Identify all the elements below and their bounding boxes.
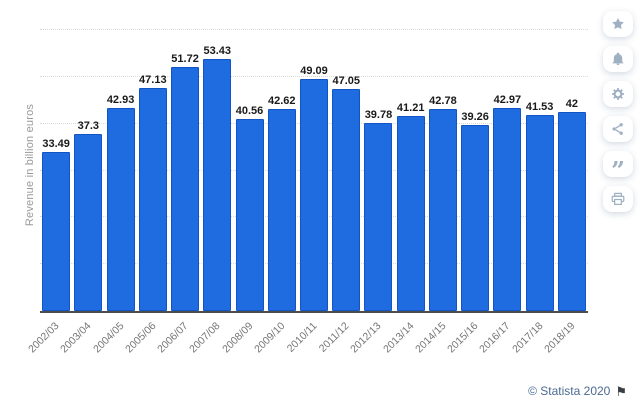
bar-2015/16[interactable]	[461, 125, 490, 311]
bar-value-label: 39.26	[461, 111, 489, 124]
bar-slot: 42.93	[104, 30, 136, 311]
bar-2018/19[interactable]	[557, 112, 586, 311]
print-button[interactable]	[603, 186, 633, 212]
bar-slot: 47.05	[330, 30, 362, 311]
plot-area: 33.49 37.3 42.93 47.13 51.72 53.43 40.56 42.62 4…	[40, 29, 588, 311]
cite-button[interactable]: ”	[603, 151, 633, 183]
bar-2004/05[interactable]	[106, 107, 135, 311]
bar-2006/07[interactable]	[171, 66, 200, 311]
bar-slot: 39.78	[362, 30, 394, 311]
statista-credit-link[interactable]: © Statista 2020	[528, 384, 611, 398]
bar-slot: 40.56	[233, 30, 265, 311]
bar-value-label: 51.72	[171, 52, 199, 65]
y-axis-title: Revenue in billion euros	[24, 103, 36, 227]
bar-value-label: 39.78	[364, 108, 393, 121]
notifications-button[interactable]	[603, 46, 633, 72]
gridline-50	[40, 75, 588, 77]
bar-slot: 42.78	[427, 30, 459, 311]
bar-2016/17[interactable]	[493, 107, 522, 311]
bar-slot: 33.49	[40, 30, 72, 311]
bar-2013/14[interactable]	[396, 116, 425, 311]
bar-2012/13[interactable]	[364, 122, 393, 311]
favorite-button[interactable]	[603, 11, 633, 37]
settings-button[interactable]	[603, 81, 633, 107]
bar-slot: 42	[556, 30, 588, 311]
bar-slot: 37.3	[72, 30, 104, 311]
bar-2007/08[interactable]	[203, 58, 232, 311]
bar-2010/11[interactable]	[299, 79, 328, 311]
bar-value-label: 42.78	[429, 94, 457, 107]
bar-2017/18[interactable]	[525, 114, 554, 311]
gear-icon	[611, 87, 625, 101]
bar-value-label: 47.05	[332, 74, 360, 87]
star-icon	[611, 17, 625, 31]
bar-2008/09[interactable]	[235, 119, 264, 311]
bar-2003/04[interactable]	[74, 134, 103, 311]
flag-icon[interactable]: ⚑	[615, 383, 627, 399]
bar-slot: 53.43	[201, 30, 233, 311]
bar-slot: 49.09	[298, 30, 330, 311]
bar-slot: 47.13	[137, 30, 169, 311]
bar-slot: 39.26	[459, 30, 491, 311]
bar-value-label: 41.21	[396, 102, 425, 114]
bar-value-label: 40.56	[235, 105, 264, 118]
share-button[interactable]	[603, 116, 633, 142]
bar-value-label: 33.49	[42, 138, 70, 151]
bar-slot: 41.21	[395, 30, 427, 311]
bar-value-label: 47.13	[139, 74, 167, 87]
gridline-60	[40, 29, 588, 30]
bar-value-label: 42	[565, 98, 578, 111]
bell-icon	[611, 52, 625, 66]
chart-toolbar: ”	[603, 11, 633, 212]
bar-value-label: 37.3	[77, 120, 100, 133]
share-icon	[611, 122, 625, 136]
bar-value-label: 53.43	[203, 44, 232, 57]
bar-value-label: 41.53	[525, 100, 554, 113]
bar-2011/12[interactable]	[332, 88, 361, 311]
statista-credit: © Statista 2020 ⚑	[528, 383, 627, 399]
bar-2009/10[interactable]	[267, 109, 296, 311]
bar-slot: 51.72	[169, 30, 201, 311]
printer-icon	[611, 192, 625, 206]
bar-2005/06[interactable]	[138, 88, 167, 311]
bar-value-label: 42.97	[493, 93, 522, 106]
bar-value-label: 49.09	[300, 65, 328, 78]
bar-slot: 41.53	[524, 30, 556, 311]
bar-value-label: 42.93	[106, 93, 135, 106]
x-axis-line	[40, 311, 588, 313]
bar-slot: 42.97	[491, 30, 523, 311]
bar-value-label: 42.62	[267, 95, 296, 108]
bar-2014/15[interactable]	[428, 108, 457, 311]
bar-slot: 42.62	[266, 30, 298, 311]
bar-2002/03[interactable]	[42, 152, 71, 311]
